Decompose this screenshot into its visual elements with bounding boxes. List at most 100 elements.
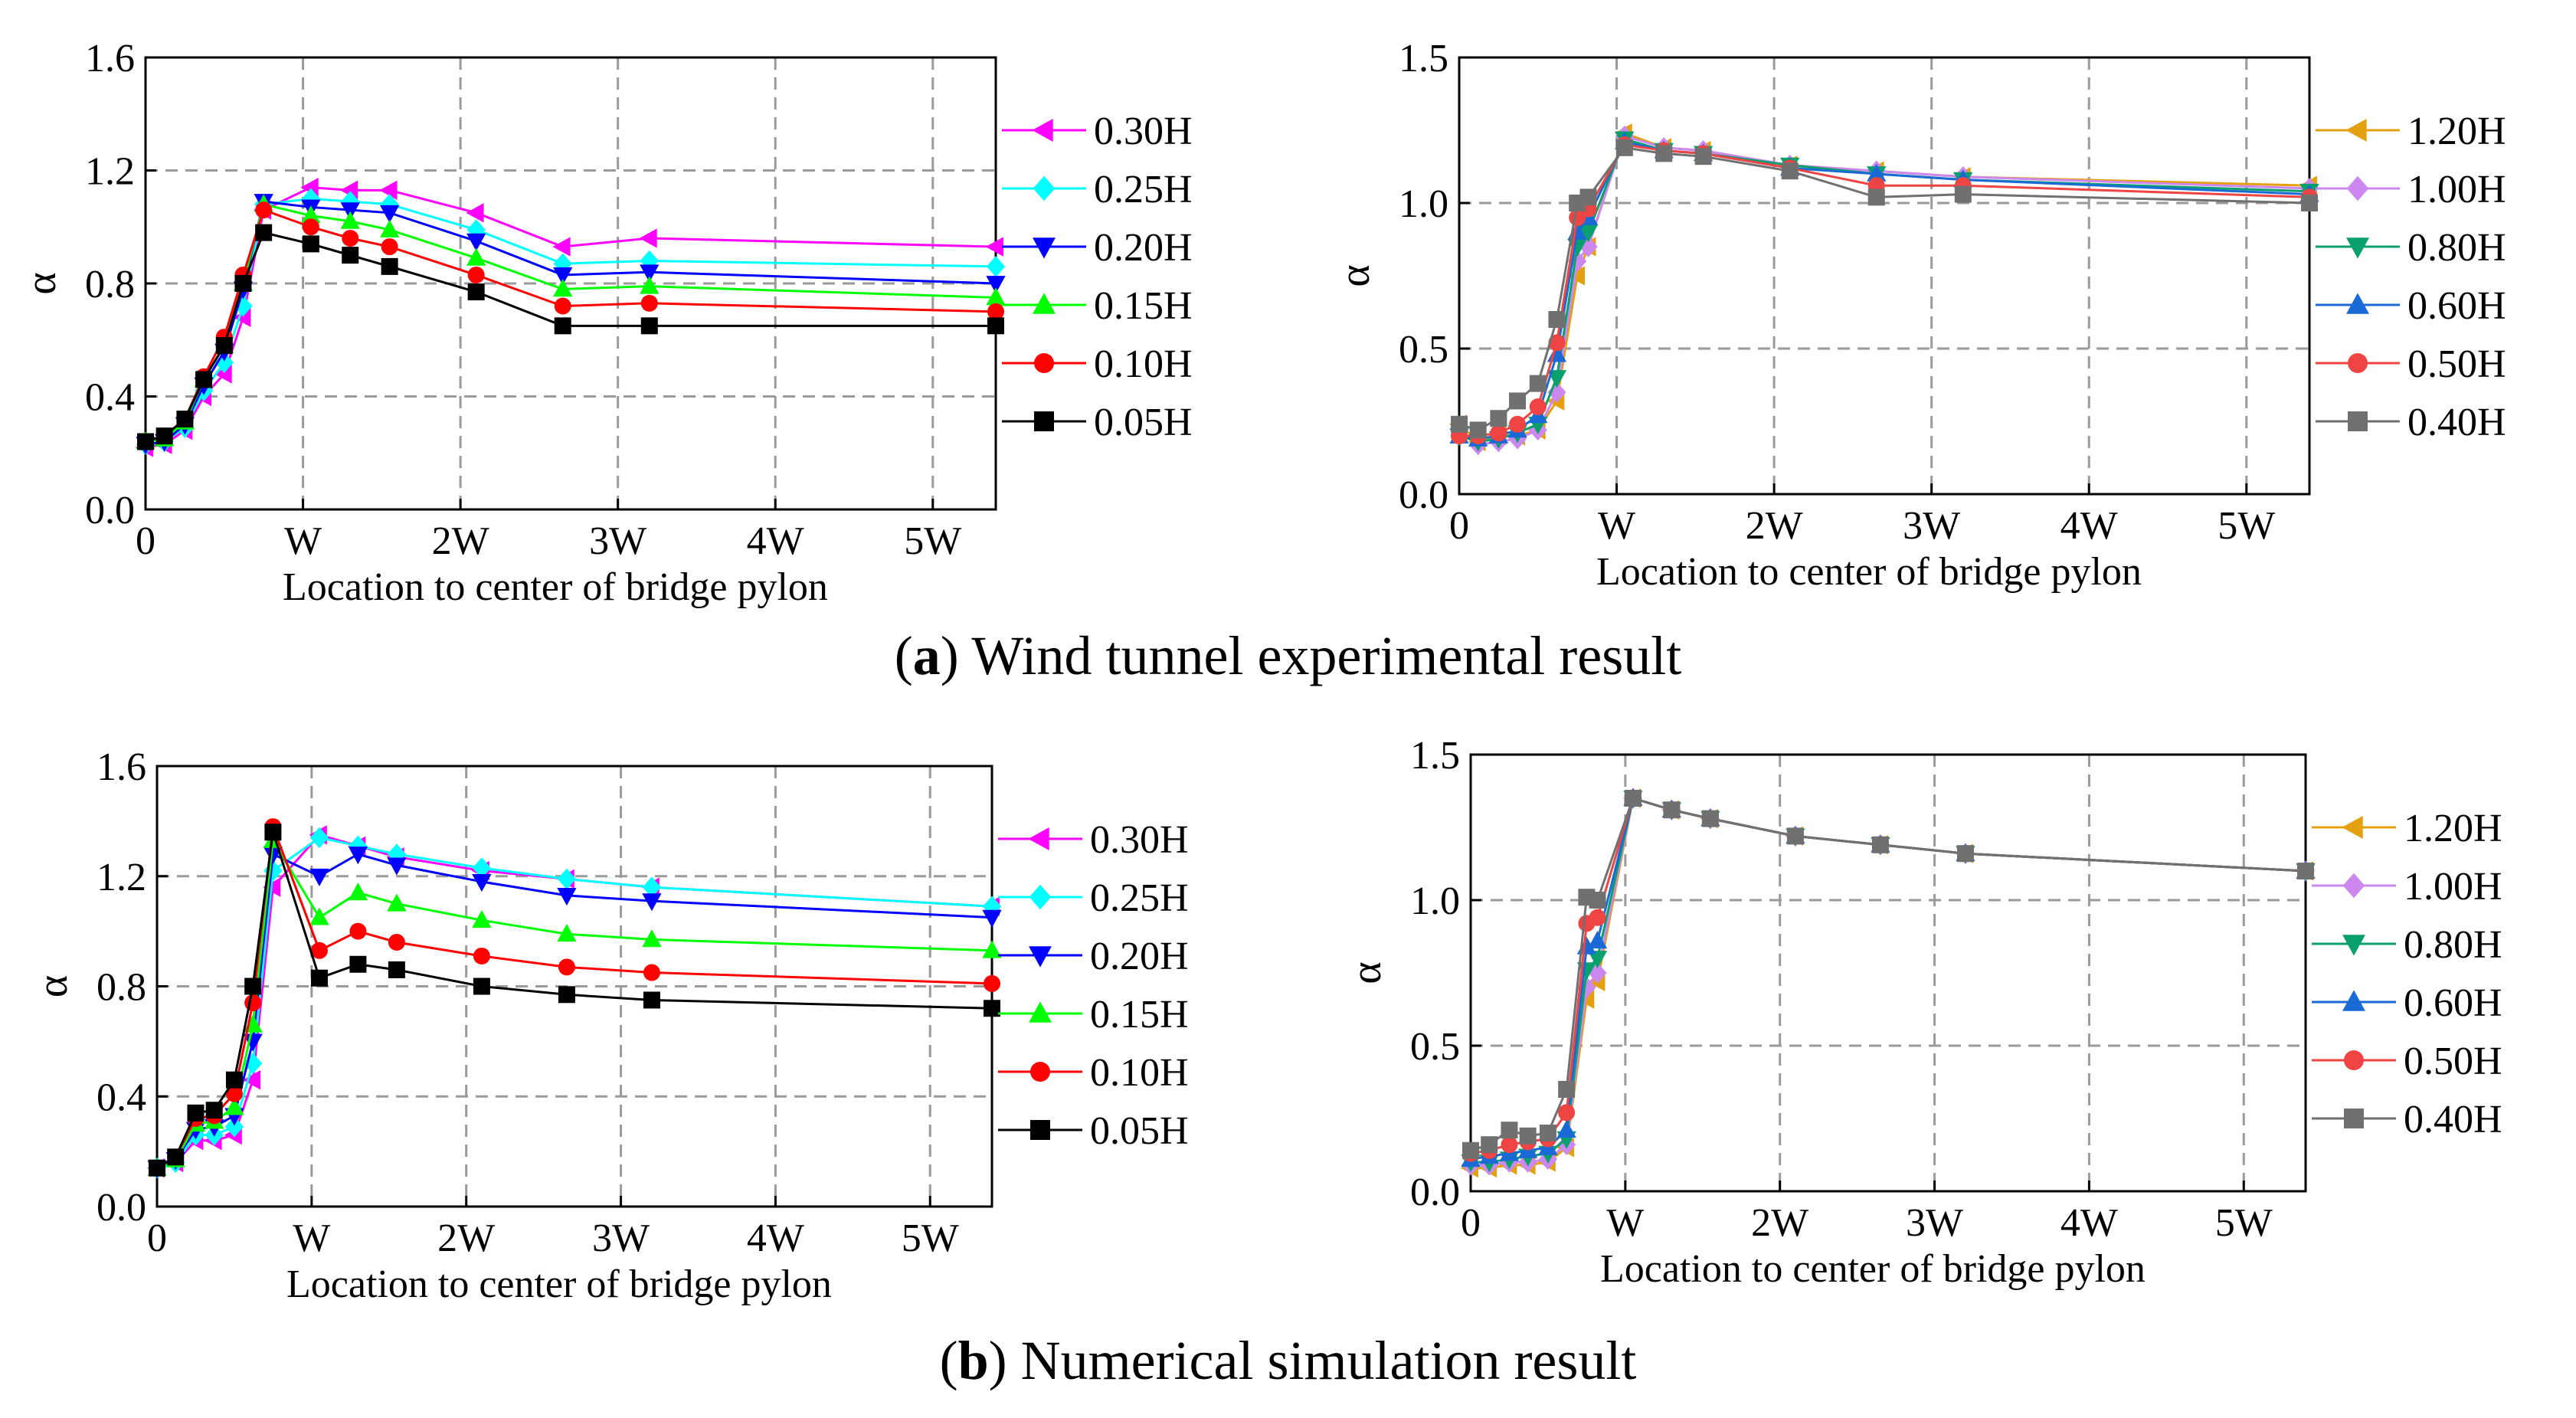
data-point [1781,162,1799,180]
data-point [310,942,328,959]
legend-marker [1029,946,1052,968]
data-point [302,235,319,253]
data-point [1701,810,1719,827]
data-point [642,893,662,912]
legend-marker [2342,873,2365,899]
data-point [1539,1125,1556,1141]
x-tick-label: 2W [437,1217,495,1260]
x-tick-label: W [1598,504,1635,548]
legend-label: 0.10H [1090,1051,1189,1095]
legend-marker [1033,293,1056,314]
legend: 0.30H 0.25H 0.20H 0.15H 0.10H 0.05H [1002,110,1193,444]
legend-marker [1033,237,1056,259]
data-point [1587,951,1608,969]
data-point [558,958,575,976]
series-0.40H [1462,790,2314,1159]
data-point [244,994,262,1012]
legend-marker [1032,119,1053,142]
data-point [1589,892,1606,909]
x-axis-label: Location to center of bridge pylon [286,1262,832,1306]
x-axis-label: Location to center of bridge pylon [1600,1247,2146,1291]
data-point [255,224,273,241]
data-point [643,964,660,981]
data-point [1509,415,1527,433]
legend-marker [1034,411,1054,431]
x-tick-label: 3W [589,519,646,563]
caption-a: (a) Wind tunnel experimental result [894,625,1682,686]
series-line [156,852,993,1170]
legend-label: 0.80H [2404,923,2502,967]
legend-marker [1034,353,1054,373]
data-point [987,317,1004,335]
y-tick-label: 1.0 [1410,879,1460,923]
data-point [255,201,273,219]
data-point [643,991,660,1009]
data-point [149,1159,165,1177]
data-point [1490,424,1507,442]
data-point [242,1070,261,1090]
data-point [388,961,405,978]
data-point [187,1104,205,1122]
data-point [1501,1122,1518,1139]
data-point [387,857,407,876]
data-point [1615,139,1633,156]
data-point [387,893,407,912]
data-point [342,247,359,264]
data-point [215,337,233,355]
x-tick-label: 0 [1449,504,1469,548]
y-tick-label: 0.4 [97,1076,146,1119]
data-point [195,371,213,388]
data-point [309,827,329,849]
chart-panel-b-right: 0.0 0.5 1.0 1.5 0 W 2W 3W 4W 5W Location to center… [1343,734,2502,1291]
x-tick-label: 2W [432,519,489,563]
data-point [310,969,328,987]
data-point [987,303,1004,320]
plot-frame [1458,56,2311,496]
y-tick-label: 0.0 [97,1186,146,1230]
x-tick-label: 4W [2060,1201,2118,1245]
y-tick-label: 0.0 [1410,1171,1460,1214]
y-tick-label: 0.8 [85,263,135,306]
data-point [1694,148,1712,165]
legend-label: 0.20H [1090,935,1189,978]
data-point [243,1033,263,1052]
y-tick-label: 0.5 [1399,328,1448,372]
data-point [1556,1120,1576,1138]
data-point [348,847,368,865]
x-tick-label: 5W [904,519,961,563]
data-point [982,940,1002,958]
x-tick-label: W [284,519,322,563]
chart-panel-b-left: 0.0 0.4 0.8 1.2 1.6 0 W 2W 3W 4W 5W Location to cen… [29,745,1189,1306]
data-point [380,194,399,215]
y-tick-label: 0.8 [97,966,146,1010]
data-point [1589,909,1606,926]
chart-panel-a-left: 0.0 0.4 0.8 1.2 1.6 0 W 2W 3W 4W 5W Location to cen… [18,37,1193,609]
y-axis-label: α [29,975,77,997]
data-point [348,883,368,901]
data-point [552,237,571,257]
data-point [1548,311,1566,328]
series-0.30H [135,177,1003,457]
legend-label: 0.80H [2407,226,2506,270]
data-point [467,266,485,283]
series-0.60H [1449,132,2319,447]
x-tick-label: 0 [136,519,155,563]
legend-label: 0.50H [2404,1040,2502,1083]
data-point [554,317,571,335]
legend-label: 1.20H [2407,110,2506,153]
data-point [557,888,577,906]
data-point [1529,398,1547,415]
data-point [264,824,282,841]
data-point [1509,392,1527,410]
x-tick-label: 2W [1746,504,1803,548]
legend-marker [2348,353,2368,373]
data-point [557,868,577,890]
y-axis-label: α [1331,264,1379,287]
y-tick-label: 0.4 [85,376,135,420]
x-axis-label: Location to center of bridge pylon [1596,550,2142,594]
data-point [1871,836,1889,853]
data-point [642,876,662,898]
data-point [985,237,1003,257]
legend-label: 0.05H [1090,1109,1189,1153]
